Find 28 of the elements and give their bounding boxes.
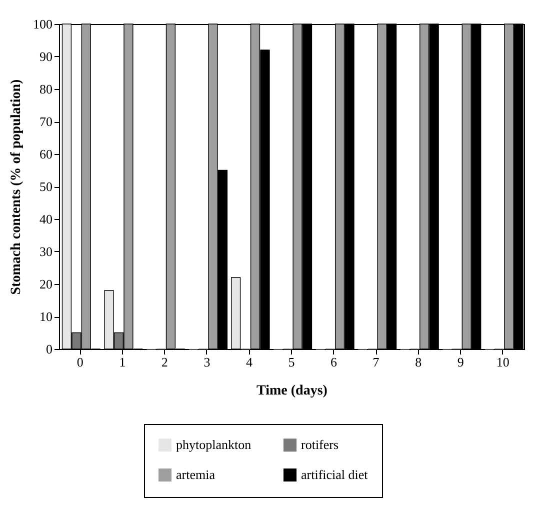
y-tick-label: 60 bbox=[40, 146, 52, 162]
y-tick-label: 20 bbox=[40, 276, 52, 292]
y-tick-label: 90 bbox=[40, 49, 52, 64]
y-tick-label: 40 bbox=[40, 212, 52, 226]
x-tick-label: 2 bbox=[161, 354, 168, 370]
legend-label: artemia bbox=[176, 467, 216, 482]
legend-label: phytoplankton bbox=[176, 437, 252, 452]
y-tick-label: 10 bbox=[40, 309, 52, 324]
legend-label: artificial diet bbox=[301, 467, 368, 482]
x-tick-label: 7 bbox=[372, 354, 380, 370]
x-tick-label: 8 bbox=[415, 354, 422, 370]
y-tick-label: 30 bbox=[40, 244, 52, 259]
x-tick-label: 5 bbox=[288, 354, 295, 370]
legend-label: rotifers bbox=[301, 437, 339, 452]
y-tick-label: 100 bbox=[33, 16, 52, 32]
y-tick-label: 80 bbox=[40, 82, 52, 96]
x-tick-label: 3 bbox=[204, 354, 210, 370]
x-tick-label: 6 bbox=[330, 354, 338, 370]
x-tick-label: 1 bbox=[119, 354, 126, 370]
y-tick-label: 0 bbox=[46, 342, 52, 356]
y-tick-label: 70 bbox=[40, 114, 52, 129]
y-tick-label: 50 bbox=[40, 179, 52, 194]
x-axis-title: Time (days) bbox=[256, 384, 328, 398]
x-tick-label: 0 bbox=[76, 354, 84, 370]
y-axis-title: Stomach contents (% of population) bbox=[9, 78, 24, 295]
x-tick-label: 10 bbox=[496, 354, 510, 370]
x-tick-label: 9 bbox=[457, 354, 464, 370]
x-tick-label: 4 bbox=[246, 354, 253, 370]
